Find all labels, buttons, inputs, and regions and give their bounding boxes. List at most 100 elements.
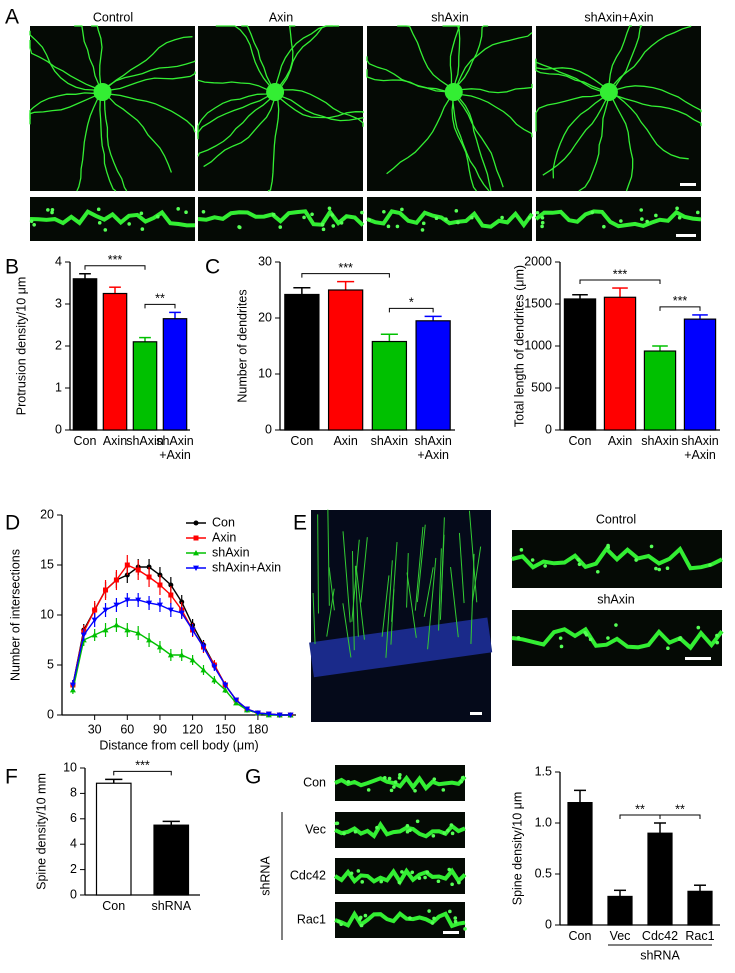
- neuron-process: [326, 588, 335, 637]
- y-axis-label: Protrusion density/10 μm: [14, 277, 28, 416]
- y-axis-label: Spine density/10 mm: [34, 773, 48, 890]
- marker: [103, 587, 109, 593]
- spine: [398, 773, 402, 777]
- spine: [459, 780, 464, 784]
- significance-bracket: [659, 306, 701, 311]
- y-tick-label: 6: [70, 811, 77, 825]
- spine: [645, 219, 649, 224]
- spine: [425, 870, 430, 874]
- bar: [102, 292, 128, 431]
- spine: [431, 833, 436, 838]
- y-tick-label: 1: [55, 380, 62, 394]
- dendrite: [453, 32, 533, 93]
- neuron-process: [327, 509, 330, 606]
- spine: [413, 788, 417, 793]
- neuron-process: [438, 548, 442, 631]
- spine: [436, 879, 441, 884]
- spine: [527, 216, 532, 220]
- spine: [415, 819, 420, 824]
- neuron-process: [390, 588, 395, 645]
- image-title: Control: [596, 512, 636, 526]
- spine: [640, 217, 644, 221]
- dendrite: [453, 91, 533, 138]
- dendrite: [274, 91, 364, 119]
- significance-label: *: [409, 296, 414, 310]
- bar: [284, 293, 320, 431]
- spine: [540, 220, 545, 225]
- bar: [603, 296, 637, 431]
- y-tick-label: 8: [70, 786, 77, 800]
- spine: [237, 225, 242, 230]
- scale-bar: [470, 712, 482, 715]
- x-tick-label: shAxin: [370, 434, 409, 448]
- significance-bracket: [144, 303, 176, 309]
- dendrite: [29, 30, 103, 93]
- significance-bracket: [84, 265, 146, 270]
- spine: [442, 831, 447, 835]
- row-label: Cdc42: [290, 868, 326, 882]
- spine: [50, 207, 55, 212]
- neuron: [29, 25, 196, 192]
- bar: [132, 341, 158, 431]
- neuron-process: [355, 565, 365, 640]
- marker: [113, 602, 120, 608]
- dendrite: [608, 91, 702, 127]
- marker: [156, 644, 163, 650]
- spine: [427, 909, 431, 913]
- neuron: [197, 25, 364, 192]
- spine: [677, 637, 682, 641]
- spine: [470, 215, 474, 220]
- spine: [423, 875, 427, 880]
- spine: [337, 919, 341, 924]
- spine: [457, 880, 461, 885]
- x-tick-label: Con: [73, 434, 97, 448]
- dendrite: [578, 91, 610, 192]
- series-line: [72, 624, 291, 716]
- spine: [519, 548, 524, 552]
- dendrite: [366, 56, 454, 93]
- spine: [449, 823, 454, 827]
- spine: [677, 215, 682, 220]
- dendrite: [215, 25, 276, 93]
- legend-marker: [193, 565, 199, 571]
- dendrite: [102, 91, 173, 173]
- neuron-process: [381, 575, 390, 637]
- spine: [434, 216, 439, 221]
- spine: [387, 776, 392, 781]
- marker: [178, 652, 185, 658]
- neuron-process: [416, 524, 426, 603]
- neuron-process: [406, 572, 417, 638]
- dendrite: [274, 89, 364, 127]
- y-tick-label: 10: [258, 366, 272, 380]
- x-tick-label: 120: [182, 722, 203, 736]
- spine: [363, 913, 368, 918]
- legend-label: Con: [212, 515, 235, 529]
- spine: [447, 867, 452, 872]
- marker: [124, 597, 131, 603]
- spine: [327, 206, 332, 211]
- image-title: shAxin+Axin: [584, 10, 653, 24]
- panel-label: B: [5, 256, 19, 279]
- y-tick-label: 5: [47, 657, 54, 671]
- scale-bar: [685, 657, 711, 660]
- y-tick-label: 0: [55, 422, 62, 436]
- spine: [450, 882, 454, 887]
- marker: [254, 710, 261, 716]
- micrograph: [367, 26, 532, 191]
- spine: [395, 224, 400, 229]
- marker: [222, 682, 229, 688]
- spine: [708, 563, 712, 567]
- y-axis-label: Number of intersections: [8, 549, 22, 681]
- marker: [244, 706, 251, 712]
- spine: [417, 876, 422, 881]
- bar: [563, 298, 597, 431]
- x-tick-label: Con: [568, 929, 592, 943]
- x-tick-label: Rac1: [685, 929, 715, 943]
- dendrite: [453, 91, 492, 192]
- significance-label: ***: [338, 261, 353, 275]
- neuron-process: [468, 510, 478, 603]
- spine: [405, 823, 410, 828]
- spine: [666, 646, 670, 650]
- neuron-process: [423, 567, 434, 617]
